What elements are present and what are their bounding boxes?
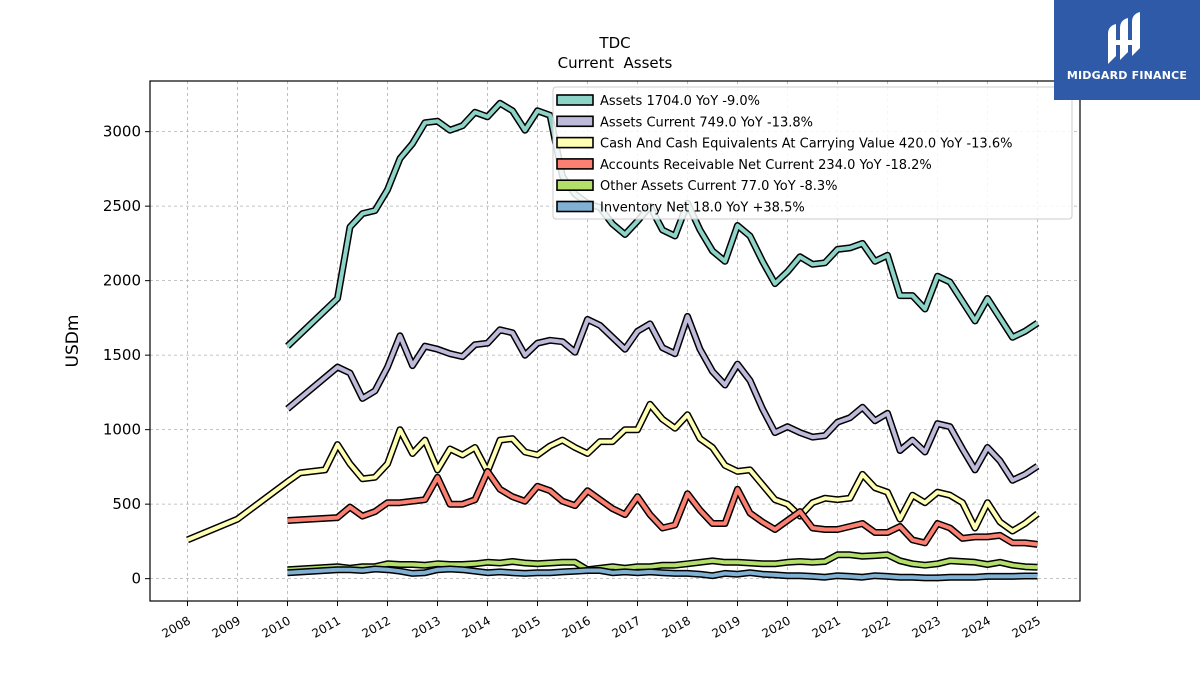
midgard-logo-icon [1108,12,1140,64]
series-0-line [286,101,1039,348]
legend-swatch [556,136,594,149]
legend-box [552,86,1073,220]
x-tick-label: 2011 [310,613,343,640]
x-tick-label: 2018 [660,613,693,640]
x-tick-label: 2016 [560,613,593,640]
series-2-line [186,402,1039,542]
x-tick-label: 2024 [960,613,993,640]
x-tick-label: 2025 [1010,613,1043,640]
x-tick-label: 2023 [910,613,943,640]
x-tick-label: 2014 [460,613,493,640]
legend-label: Accounts Receivable Net Current 234.0 Yo… [600,158,932,173]
chart-subtitle: Current Assets [558,54,673,72]
legend-label: Cash And Cash Equivalents At Carrying Va… [600,137,1012,152]
x-tick-label: 2019 [710,613,743,640]
legend-swatch [556,179,594,191]
y-axis-label: USDm [63,315,83,368]
legend: Assets 1704.0 YoY -9.0% Assets Current 74… [552,86,1073,220]
series-3-line [287,469,1038,547]
legend-swatch [556,158,594,170]
legend-label: Inventory Net 18.0 YoY +38.5% [600,201,805,216]
x-tick-label: 2015 [510,613,543,640]
y-tick-label: 2500 [103,197,141,215]
legend-label: Assets 1704.0 YoY -9.0% [600,94,760,109]
series-lines [186,99,1040,582]
plot-area [149,80,1081,602]
series-4-line [287,552,1038,572]
legend-swatch [556,94,594,106]
y-tick-label: 1500 [103,346,141,364]
x-tick-label: 2010 [260,613,293,640]
series-5-line [287,567,1038,580]
legend-swatch [556,115,594,128]
y-tick-label: 1000 [103,421,141,439]
x-tick-label: 2013 [410,613,443,640]
series-4-outline [287,551,1038,574]
y-tick-label: 0 [131,570,141,588]
legend-label: Assets Current 749.0 YoY -13.8% [600,115,813,130]
midgard-finance-logo: MIDGARD FINANCE [1054,0,1200,100]
y-tick-label: 2000 [103,272,141,290]
legend-label: Other Assets Current 77.0 YoY -8.3% [600,179,837,194]
x-tick-label: 2021 [810,613,843,640]
legend-swatch [556,200,594,213]
x-tick-label: 2012 [360,613,393,640]
series-1-line [286,314,1039,483]
x-tick-label: 2008 [160,613,193,640]
x-tick-label: 2020 [760,613,793,640]
chart-title: TDC [598,34,630,52]
x-tick-label: 2009 [210,613,243,640]
y-tick-label: 500 [112,495,141,513]
y-tick-label: 3000 [103,123,141,141]
x-tick-label: 2022 [860,613,893,640]
series-3-outline [287,467,1038,548]
logo-text: MIDGARD FINANCE [1066,69,1188,82]
x-tick-label: 2017 [610,613,643,640]
